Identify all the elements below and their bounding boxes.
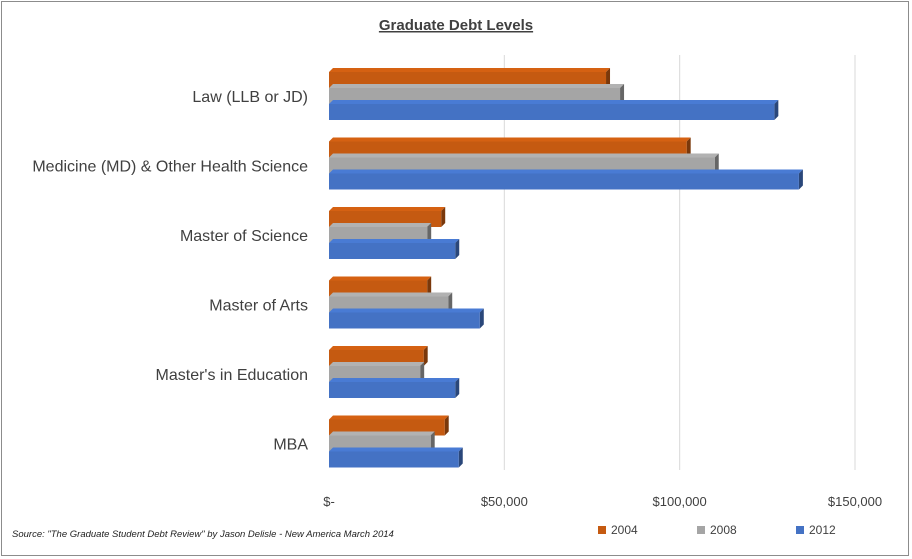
legend-item-2008: 2008 <box>697 523 737 537</box>
legend-item-2012: 2012 <box>796 523 836 537</box>
bar-2012-1 <box>329 169 803 190</box>
bars <box>329 68 803 468</box>
legend-swatch-2008 <box>697 526 705 534</box>
bar-2012-0 <box>329 100 779 120</box>
legend-swatch-2004 <box>598 526 606 534</box>
bar-2012-2 <box>329 239 460 259</box>
bar-2012-4 <box>329 378 460 398</box>
gridlines <box>503 55 856 470</box>
legend-swatch-2012 <box>796 526 804 534</box>
legend-label-2008: 2008 <box>710 523 737 537</box>
bar-2012-3 <box>329 308 484 329</box>
x-axis-tick-labels: $- $50,000 $100,000 $150,000 <box>323 494 882 509</box>
category-label-2: Master of Science <box>180 228 308 245</box>
category-label-0: Law (LLB or JD) <box>192 89 308 106</box>
category-labels: Law (LLB or JD) Medicine (MD) & Other Hea… <box>32 89 308 454</box>
category-label-5: MBA <box>273 437 308 454</box>
tick-label-3: $150,000 <box>828 494 882 509</box>
tick-label-2: $100,000 <box>653 494 707 509</box>
chart-title: Graduate Debt Levels <box>379 17 533 34</box>
legend-label-2012: 2012 <box>809 523 836 537</box>
category-label-1: Medicine (MD) & Other Health Science <box>32 159 308 176</box>
tick-label-1: $50,000 <box>481 494 528 509</box>
legend-item-2004: 2004 <box>598 523 638 537</box>
tick-label-0: $- <box>323 494 335 509</box>
legend-label-2004: 2004 <box>611 523 638 537</box>
category-label-4: Master's in Education <box>156 367 308 384</box>
source-note: Source: "The Graduate Student Debt Revie… <box>12 529 394 540</box>
category-label-3: Master of Arts <box>209 298 308 315</box>
bar-2012-5 <box>329 447 463 468</box>
legend: 2004 2008 2012 <box>598 523 836 537</box>
